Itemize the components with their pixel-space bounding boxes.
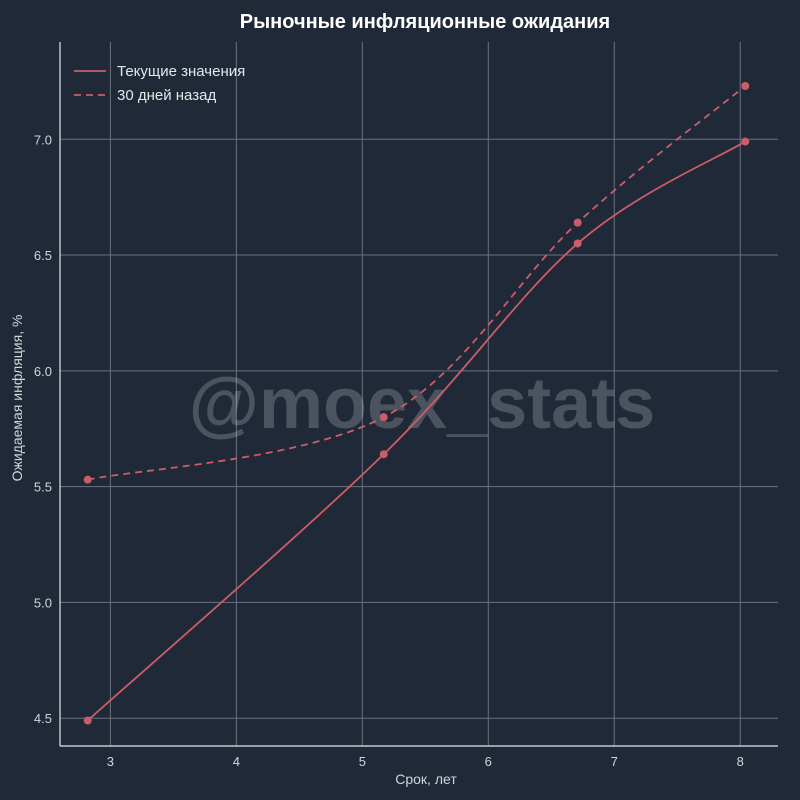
data-point [741, 82, 750, 90]
series-lines [83, 82, 750, 725]
series-line [87, 85, 746, 481]
x-tick-labels: 3 4 5 6 7 8 [107, 754, 744, 769]
y-tick-label: 6.5 [34, 248, 52, 263]
chart-title: Рыночные инфляционные ожидания [240, 11, 610, 33]
legend: Текущие значения 30 дней назад [74, 63, 245, 104]
watermark: @moex_stats [189, 364, 655, 444]
y-tick-label: 6.0 [34, 364, 52, 379]
y-tick-label: 7.0 [34, 132, 52, 147]
legend-label: Текущие значения [117, 63, 245, 80]
data-point [83, 716, 92, 725]
data-point [379, 413, 388, 422]
data-point [573, 218, 582, 227]
y-tick-label: 5.5 [34, 480, 52, 495]
x-tick-label: 3 [107, 754, 114, 769]
plot-spines [59, 42, 778, 747]
x-tick-label: 7 [611, 754, 618, 769]
data-point [379, 450, 388, 459]
legend-label: 30 дней назад [117, 87, 216, 104]
x-tick-label: 5 [359, 754, 366, 769]
x-axis-label: Срок, лет [395, 771, 457, 787]
x-tick-label: 8 [737, 754, 744, 769]
x-tick-label: 6 [485, 754, 492, 769]
data-point [741, 137, 750, 146]
y-tick-label: 5.0 [34, 595, 52, 610]
x-tick-label: 4 [233, 754, 240, 769]
y-axis-label: Ожидаемая инфляция, % [9, 315, 25, 482]
data-point [573, 239, 582, 248]
y-tick-labels: 4.5 5.0 5.5 6.0 6.5 7.0 [34, 132, 52, 726]
y-tick-label: 4.5 [34, 711, 52, 726]
grid-lines [60, 42, 778, 746]
series-line [87, 140, 746, 722]
data-point [83, 475, 92, 484]
